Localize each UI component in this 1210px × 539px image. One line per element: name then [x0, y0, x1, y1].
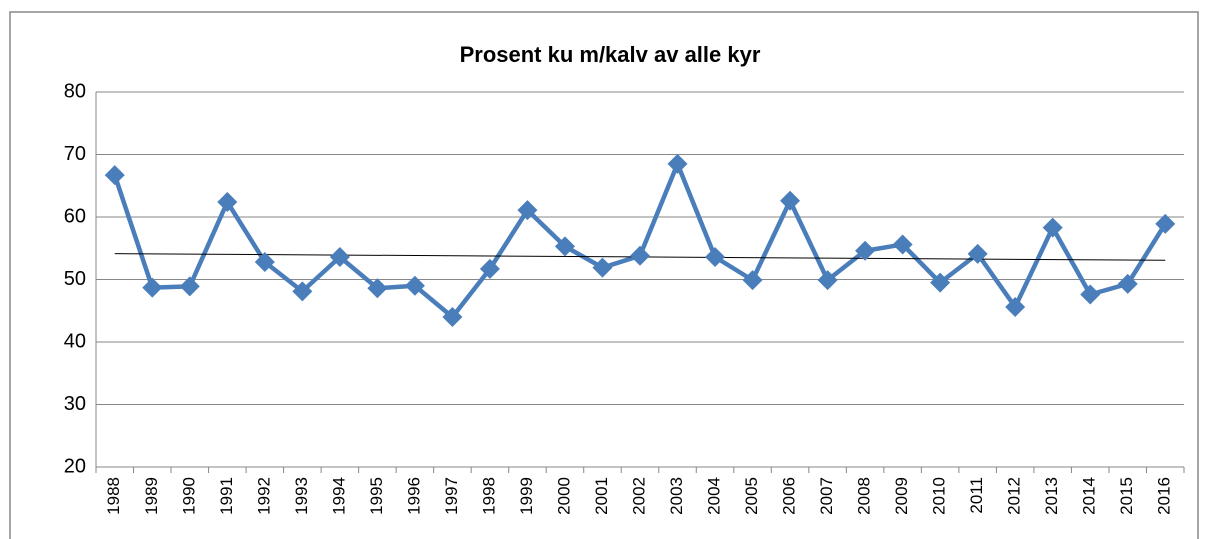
data-point — [517, 200, 538, 221]
y-tick-label: 80 — [64, 80, 86, 102]
x-tick-label: 1988 — [104, 477, 123, 515]
chart-title: Prosent ku m/kalv av alle kyr — [460, 42, 761, 67]
data-point — [592, 257, 613, 278]
data-point — [967, 243, 988, 264]
x-tick-label: 1992 — [254, 477, 273, 515]
data-point — [142, 277, 163, 298]
data-point — [442, 307, 463, 327]
x-tick-label: 2010 — [930, 477, 949, 515]
x-tick-label: 2011 — [967, 477, 986, 514]
x-tick-label: 2003 — [667, 477, 686, 515]
data-point — [404, 275, 425, 296]
x-tick-label: 1991 — [217, 477, 236, 515]
x-tick-label: 2008 — [855, 477, 874, 515]
x-tick-label: 1990 — [179, 477, 198, 515]
data-point — [705, 247, 726, 267]
data-point — [254, 252, 275, 272]
data-point — [1080, 284, 1101, 305]
data-point — [892, 234, 913, 255]
x-tick-label: 1999 — [517, 477, 536, 515]
data-point — [742, 270, 763, 291]
data-point — [292, 281, 313, 302]
y-tick-label: 50 — [64, 268, 86, 290]
x-tick-label: 2012 — [1005, 477, 1024, 515]
data-point — [855, 240, 876, 261]
x-tick-label: 2016 — [1155, 477, 1174, 515]
x-tick-label: 2014 — [1080, 477, 1099, 515]
x-tick-label: 2013 — [1042, 477, 1061, 515]
x-tick-label: 2005 — [742, 477, 761, 515]
data-point — [367, 278, 388, 299]
data-point — [1005, 297, 1026, 317]
x-tick-label: 1989 — [142, 477, 161, 515]
x-tick-label: 1993 — [292, 477, 311, 515]
y-tick-label: 70 — [64, 143, 86, 165]
data-point — [104, 165, 125, 186]
x-tick-label: 2006 — [780, 477, 799, 515]
x-tick-label: 2009 — [892, 477, 911, 515]
x-tick-label: 1996 — [404, 477, 423, 515]
x-tick-label: 2004 — [705, 477, 724, 515]
data-point — [930, 272, 951, 293]
data-point — [479, 258, 500, 279]
y-tick-label: 30 — [64, 393, 86, 415]
x-tick-label: 2001 — [592, 477, 611, 515]
data-point — [1117, 273, 1138, 294]
x-tick-label: 1994 — [329, 477, 348, 515]
x-tick-label: 2015 — [1117, 477, 1136, 515]
data-point — [817, 270, 838, 291]
x-tick-label: 1997 — [442, 477, 461, 515]
data-line — [112, 161, 1168, 320]
x-tick-label: 2002 — [629, 477, 648, 515]
chart-frame — [9, 11, 1199, 539]
data-point — [1155, 213, 1176, 234]
data-point — [630, 245, 650, 266]
data-point — [780, 190, 801, 211]
x-tick-label: 2000 — [554, 477, 573, 515]
data-point — [217, 192, 238, 212]
data-point — [554, 236, 575, 257]
y-tick-label: 60 — [64, 205, 86, 227]
x-tick-label: 1995 — [367, 477, 386, 515]
x-tick-label: 1998 — [479, 477, 498, 515]
y-tick-label: 20 — [64, 455, 86, 477]
data-point — [329, 247, 350, 267]
data-point — [179, 276, 200, 297]
data-point — [667, 153, 688, 174]
y-tick-label: 40 — [64, 330, 86, 352]
x-tick-label: 2007 — [817, 477, 836, 515]
data-point — [1042, 217, 1063, 238]
